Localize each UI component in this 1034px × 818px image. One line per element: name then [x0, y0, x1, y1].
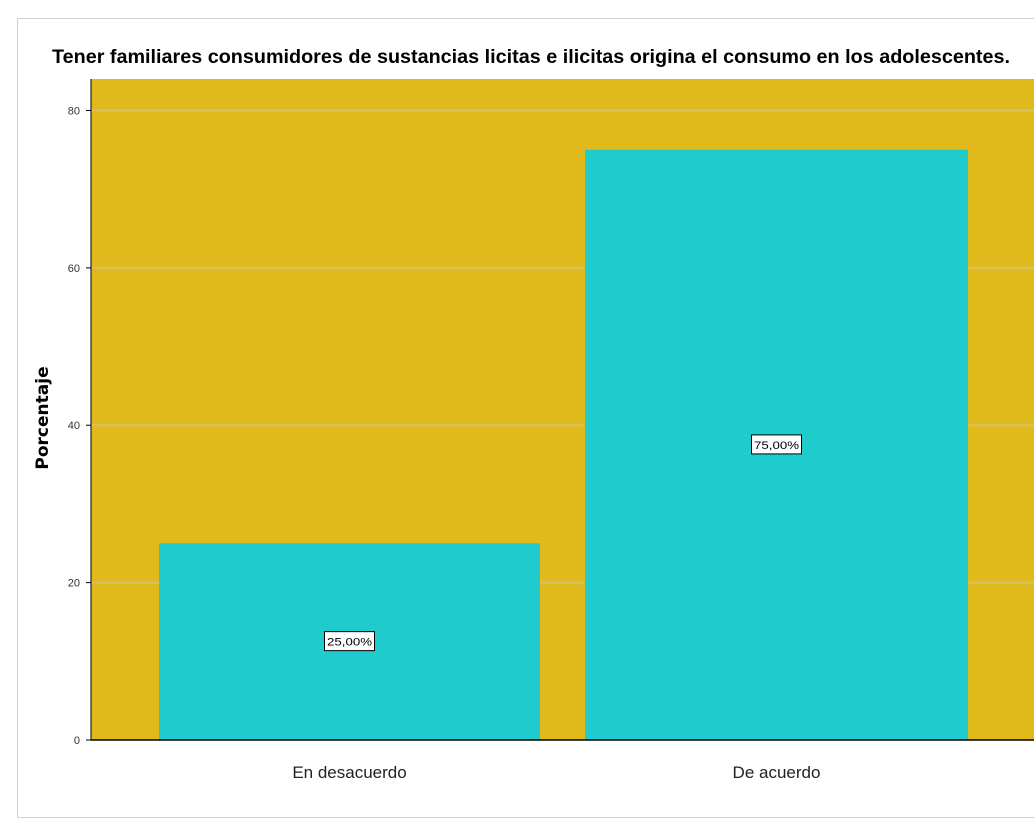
- bars: 25,00% 75,00%: [159, 149, 968, 741]
- y-axis-label: Porcentaje: [33, 366, 53, 469]
- data-label: 75,00%: [751, 434, 802, 455]
- y-tick-label: 0: [74, 735, 80, 747]
- x-tick-label: De acuerdo: [733, 763, 821, 782]
- x-tick-label: En desacuerdo: [292, 763, 406, 782]
- data-label: 25,00%: [324, 631, 375, 652]
- data-label-box: [751, 434, 802, 455]
- data-label-text: 25,00%: [327, 637, 372, 649]
- data-label-text: 75,00%: [754, 440, 799, 452]
- y-tick-label: 60: [68, 263, 80, 275]
- chart-title: Tener familiares consumidores de sustanc…: [52, 47, 1010, 68]
- axes: 0 20 40 60 80 En desacuerdo De acuerdo: [68, 79, 1034, 782]
- y-tick-label: 20: [68, 578, 80, 590]
- y-tick-label: 40: [68, 420, 80, 432]
- y-tick-label: 80: [68, 105, 80, 117]
- bar-chart: Tener familiares consumidores de sustanc…: [33, 47, 1034, 782]
- data-label-box: [324, 631, 375, 652]
